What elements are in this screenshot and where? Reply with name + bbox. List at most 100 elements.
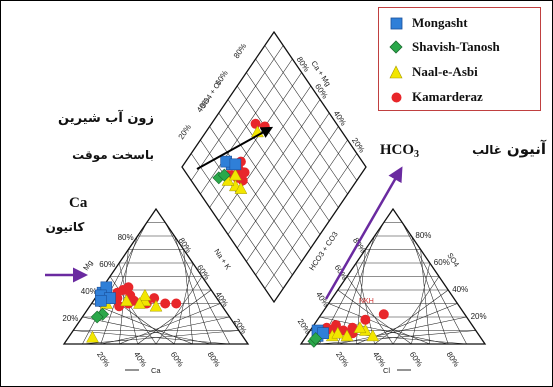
cation-gridline-b-7	[183, 249, 194, 345]
tick-label-diamond-left-3: 80%	[232, 42, 248, 60]
axis-label-na-k: Na + K	[212, 247, 232, 271]
cation-ca-label: Ca	[69, 195, 88, 211]
point-cation-naal-e-asbi-0	[86, 330, 99, 343]
legend-item-kamarderaz: Kamarderaz	[389, 88, 483, 106]
point-cation-naal-e-asbi-4	[149, 299, 163, 312]
point-cation-naal-e-asbi-2	[138, 288, 152, 301]
cation-triangle-outline	[62, 207, 250, 345]
tick-label-cation-bottom-1: 40%	[132, 350, 148, 368]
axis-label-mg: Mg	[81, 258, 94, 272]
tick-label-anion-bottom-0: 20%	[334, 350, 350, 368]
anion-gridline-a-7	[328, 303, 430, 345]
cation-gridline-a-7	[91, 303, 193, 345]
point-diamond-naal-e-asbi-1	[234, 182, 248, 194]
square-marker-icon	[389, 16, 403, 30]
tick-label-diamond-right-3: 80%	[295, 55, 311, 73]
diamond-gridline-b-8	[255, 58, 348, 195]
circle-marker-icon	[389, 90, 403, 104]
point-anion-kamarderaz-2	[330, 320, 341, 331]
tick-label-anion-left-0: 20%	[296, 317, 312, 335]
cation-gridline-b-8	[174, 235, 212, 345]
anion-formula-sub: 3	[414, 149, 419, 160]
triangle-marker-icon	[389, 65, 403, 79]
data-points	[86, 118, 389, 348]
cation-gridline-b-6	[174, 262, 194, 345]
legend-label-kamarderaz: Kamarderaz	[412, 89, 483, 104]
diamond-gridline-a-6	[218, 85, 312, 222]
anion-gridline-b-7	[420, 249, 431, 345]
cation-caption: کاتیون	[46, 220, 85, 235]
tick-label-cation-left-3: 80%	[118, 233, 134, 242]
point-cation-kamarderaz-3	[123, 282, 134, 293]
point-diamond-kamarderaz-7	[250, 118, 261, 129]
anion-gridline-a-8	[319, 316, 449, 345]
point-anion-kamarderaz-7	[378, 309, 389, 320]
point-cation-naal-e-asbi-6	[120, 294, 133, 307]
tick-label-anion-bottom-2: 60%	[408, 350, 424, 368]
axis-label-ca: Ca	[151, 366, 161, 375]
tick-label-cation-right-2: 60%	[195, 263, 211, 281]
cation-gridline-b-9	[164, 222, 230, 345]
tick-label-anion-right-3: 80%	[415, 231, 431, 240]
tick-label-diamond-right-0: 20%	[350, 136, 366, 154]
anion-gridline-b-5	[392, 276, 440, 345]
overlap-label: NKH	[359, 298, 374, 305]
point-diamond-kamarderaz-4	[239, 167, 250, 178]
anion-gridline-b-9	[401, 222, 467, 345]
tick-label-anion-left-1: 40%	[314, 290, 330, 308]
tick-label-cation-left-0: 20%	[62, 314, 78, 323]
axis-label-cl: Cl	[383, 366, 390, 375]
diamond-gridline-b-6	[236, 85, 330, 222]
point-anion-naal-e-asbi-5	[340, 329, 354, 342]
tick-label-anion-right-1: 40%	[452, 285, 468, 294]
anion-gridline-a-6	[337, 289, 412, 345]
point-cation-kamarderaz-6	[149, 293, 160, 304]
diamond-marker-icon	[389, 40, 403, 54]
legend-item-shavish-tanosh: Shavish-Tanosh	[389, 38, 500, 56]
anion-triangle-outline	[299, 207, 487, 345]
freshwater-zone-label-line2: باسخت موقت	[72, 148, 154, 163]
tick-label-cation-bottom-2: 60%	[169, 350, 185, 368]
point-cation-kamarderaz-8	[171, 298, 182, 309]
legend: Mongasht Shavish-Tanosh Naal-e-Asbi Kama…	[378, 7, 541, 111]
tick-label-anion-bottom-3: 80%	[445, 350, 461, 368]
anion-formula: HCO3	[380, 142, 419, 160]
tick-label-cation-left-2: 60%	[99, 260, 115, 269]
legend-label-naal-e-asbi: Naal-e-Asbi	[412, 64, 478, 79]
point-anion-mongasht-2	[317, 327, 329, 340]
diamond-gridline-a-8	[200, 58, 293, 195]
point-anion-naal-e-asbi-4	[366, 329, 380, 342]
point-cation-mongasht-4	[95, 294, 107, 307]
cation-gridline-a-9	[73, 330, 230, 345]
anion-word: آنیون	[507, 140, 547, 158]
tick-label-anion-right-0: 20%	[471, 312, 487, 321]
tick-label-cation-left-1: 40%	[81, 287, 97, 296]
point-anion-shavish-tanosh-1	[309, 332, 323, 346]
anion-gridline-b-8	[411, 235, 449, 345]
legend-item-naal-e-asbi: Naal-e-Asbi	[389, 63, 478, 81]
point-anion-naal-e-asbi-1	[331, 326, 345, 339]
freshwater-arrow	[196, 126, 274, 170]
tick-label-cation-right-1: 40%	[214, 290, 230, 308]
axis-label-so4-cl: SO4 + Cl	[198, 79, 223, 110]
legend-label-mongasht: Mongasht	[412, 15, 468, 30]
tick-label-diamond-left-0: 20%	[177, 123, 193, 141]
anion-arrow	[324, 166, 403, 300]
point-anion-naal-e-asbi-3	[353, 321, 367, 334]
tick-label-diamond-right-1: 40%	[332, 109, 348, 127]
anion-gridline-b-6	[411, 262, 431, 345]
point-diamond-naal-e-asbi-3	[228, 168, 242, 181]
legend-item-mongasht: Mongasht	[389, 14, 468, 32]
cation-gridline-a-8	[82, 316, 212, 345]
point-diamond-shavish-tanosh-1	[217, 168, 231, 182]
diamond-gridline-b-9	[264, 45, 358, 181]
diamond-gridline-b-7	[246, 72, 339, 208]
tick-label-cation-right-3: 80%	[177, 236, 193, 254]
anion-gridline-a-5	[346, 276, 394, 345]
point-diamond-mongasht-2	[229, 158, 242, 171]
diamond-gridline-b-5	[227, 99, 321, 235]
freshwater-zone-label-line1: زون آب شیرین	[58, 109, 154, 126]
point-anion-kamarderaz-6	[360, 314, 371, 325]
